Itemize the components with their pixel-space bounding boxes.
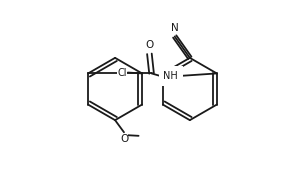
Text: O: O [145,40,154,50]
Text: O: O [120,134,128,144]
Text: N: N [171,23,178,33]
Text: NH: NH [163,71,178,81]
Text: Cl: Cl [117,67,127,78]
